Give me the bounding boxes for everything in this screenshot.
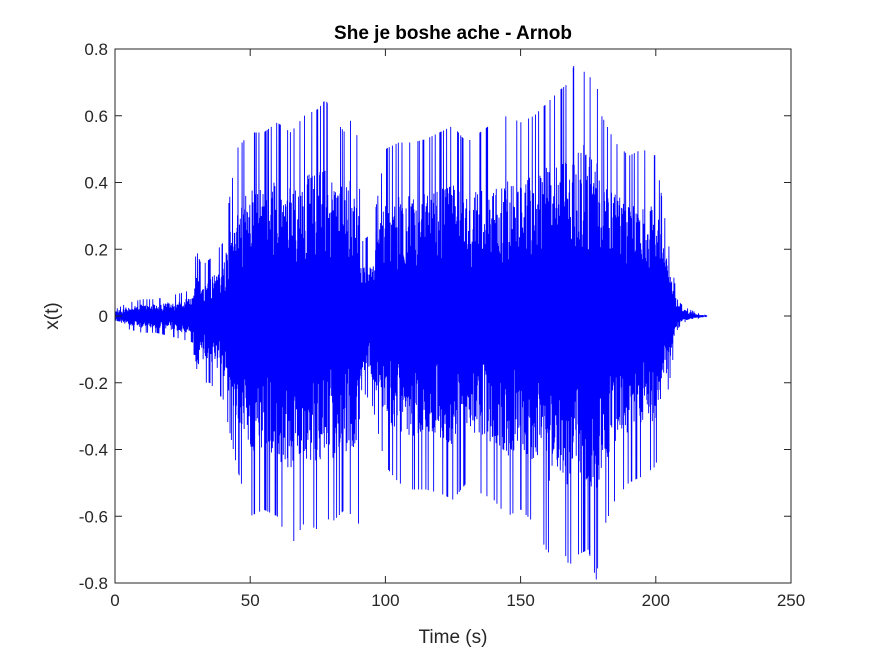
x-tick-label: 250 <box>777 591 805 610</box>
y-tick-label: 0 <box>99 307 108 326</box>
x-tick-label: 100 <box>371 591 399 610</box>
y-tick-label: -0.4 <box>79 441 108 460</box>
x-axis-ticks: 0 50 100 150 200 250 <box>110 49 805 610</box>
y-tick-label: 0.6 <box>84 107 108 126</box>
y-tick-label: 0.2 <box>84 240 108 259</box>
x-tick-label: 200 <box>642 591 670 610</box>
x-axis-label: Time (s) <box>419 627 488 648</box>
y-tick-label: 0.8 <box>84 40 108 59</box>
chart-title: She je boshe ache - Arnob <box>334 23 572 44</box>
y-tick-label: 0.4 <box>84 174 108 193</box>
y-tick-label: -0.6 <box>79 507 108 526</box>
plot-content <box>115 65 708 580</box>
x-tick-label: 50 <box>241 591 260 610</box>
y-tick-label: -0.8 <box>79 574 108 593</box>
y-tick-label: -0.2 <box>79 374 108 393</box>
waveform-series-line <box>115 65 708 580</box>
y-axis-label: x(t) <box>42 302 63 329</box>
y-axis-ticks: -0.8 -0.6 -0.4 -0.2 0 0.2 0.4 0.6 0.8 <box>79 40 791 593</box>
x-tick-label: 150 <box>506 591 534 610</box>
x-tick-label: 0 <box>110 591 119 610</box>
